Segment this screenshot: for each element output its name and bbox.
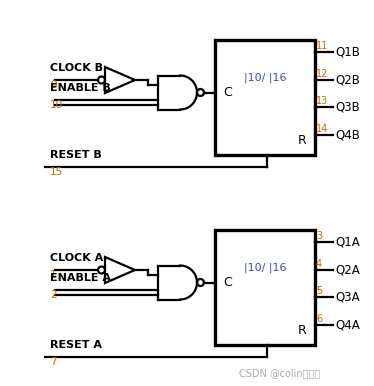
Text: Q1A: Q1A [335,235,360,249]
Text: |10/ |16: |10/ |16 [244,263,286,273]
Text: Q2B: Q2B [335,73,360,86]
Text: RESET A: RESET A [50,340,102,350]
Text: RESET B: RESET B [50,150,102,160]
Text: Q4A: Q4A [335,318,360,332]
Text: ENABLE B: ENABLE B [50,83,111,93]
Text: 1: 1 [50,270,56,280]
Text: R: R [298,323,307,337]
Text: 3: 3 [316,231,322,241]
Text: CLOCK B: CLOCK B [50,63,103,73]
Text: 5: 5 [316,286,322,296]
Text: 4: 4 [316,259,322,269]
Text: R: R [298,134,307,147]
Text: 12: 12 [316,69,328,79]
Text: 11: 11 [316,41,328,51]
Text: |10/ |16: |10/ |16 [244,73,286,83]
Text: Q2A: Q2A [335,263,360,276]
Text: 7: 7 [50,357,56,367]
Text: ENABLE A: ENABLE A [50,273,111,283]
Text: 10: 10 [50,100,63,110]
Text: C: C [223,276,232,289]
Text: 14: 14 [316,124,328,134]
Text: 15: 15 [50,167,63,177]
Text: C: C [223,86,232,99]
Text: 6: 6 [316,314,322,324]
Text: 13: 13 [316,96,328,106]
Text: CSDN @colin工作室: CSDN @colin工作室 [239,368,321,378]
Text: Q1B: Q1B [335,46,360,59]
Text: CLOCK A: CLOCK A [50,253,103,263]
Text: Q4B: Q4B [335,129,360,142]
Text: 2: 2 [50,290,56,300]
Text: Q3B: Q3B [335,101,360,114]
Text: 9: 9 [50,80,56,90]
Bar [215,40,315,155]
Text: Q3A: Q3A [335,291,360,304]
Bar [215,230,315,345]
